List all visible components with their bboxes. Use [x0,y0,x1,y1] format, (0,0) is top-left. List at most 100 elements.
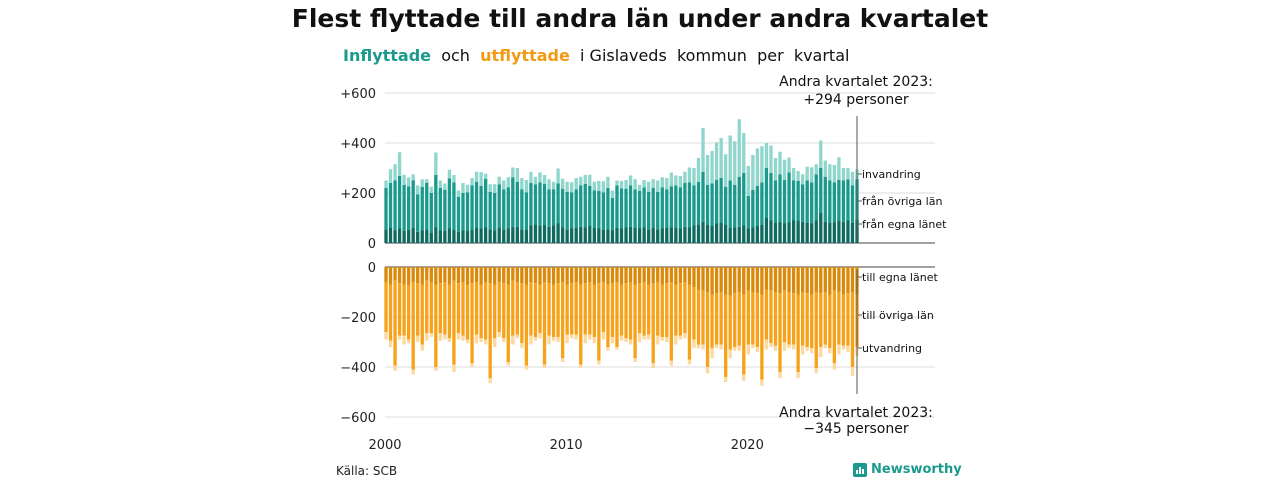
bar-inflow-other-counties [388,183,393,228]
bar-outflow-own-county [533,267,538,284]
bar-outflow-own-county [696,267,701,290]
bar-inflow-own-county [728,228,732,243]
bar-outflow-emigration [760,379,764,386]
bar-outflow-other-counties [470,283,474,364]
bar-outflow-emigration [742,374,746,381]
bar-outflow-other-counties [456,283,461,334]
bar-inflow-other-counties [773,180,778,223]
bar-outflow-emigration [470,363,474,367]
bar-inflow-immigration [570,182,574,193]
x-tick-label: 2010 [550,438,583,453]
bar-outflow-own-county [660,267,664,285]
bar-outflow-other-counties [597,283,601,361]
bar-outflow-own-county [787,267,791,292]
bar-inflow-immigration [819,140,823,168]
bar-inflow-other-counties [488,191,492,230]
bar-inflow-other-counties [520,189,524,230]
bar-inflow-own-county [397,228,402,243]
bar-inflow-immigration [746,166,750,196]
bar-inflow-immigration [841,168,846,181]
bar-inflow-other-counties [529,183,533,226]
bar-inflow-immigration [678,176,683,188]
bar-outflow-other-counties [656,282,660,336]
bar-inflow-immigration [524,180,529,193]
series-label-out: till egna länet [862,271,938,284]
bar-inflow-own-county [502,229,506,243]
bar-outflow-own-county [796,267,800,295]
bar-inflow-other-counties [800,184,805,222]
bar-inflow-other-counties [515,181,519,227]
bar-inflow-other-counties [465,192,470,231]
bar-inflow-own-county [837,221,841,243]
bar-inflow-immigration [497,176,501,185]
series-label-out: utvandring [862,342,922,355]
bar-outflow-own-county [823,267,827,292]
bar-outflow-other-counties [601,282,606,332]
bar-inflow-immigration [724,154,728,187]
bar-inflow-immigration [429,186,433,193]
bar-inflow-other-counties [610,198,615,231]
bar-inflow-own-county [796,221,800,243]
bar-outflow-emigration [456,333,461,340]
bar-outflow-emigration [683,333,687,339]
bar-outflow-other-counties [533,283,538,337]
bar-inflow-own-county [787,222,791,243]
bar-outflow-emigration [615,347,619,350]
bar-outflow-own-county [846,267,850,294]
bar-outflow-own-county [547,267,551,284]
bar-inflow-own-county [488,229,492,243]
bar-outflow-emigration [769,343,773,347]
bar-outflow-other-counties [520,283,524,344]
bar-outflow-emigration [719,344,723,350]
bar-outflow-other-counties [606,284,610,347]
bar-outflow-own-county [447,267,452,285]
bar-outflow-other-counties [529,282,533,336]
bar-outflow-own-county [597,267,601,284]
bar-inflow-own-county [823,221,827,243]
bar-inflow-own-county [547,226,551,243]
bar-outflow-emigration [542,364,547,369]
bar-outflow-own-county [674,267,678,285]
bar-outflow-own-county [470,267,474,284]
bar-outflow-emigration [841,345,846,350]
bar-outflow-other-counties [796,294,800,372]
bar-inflow-own-county [529,225,533,243]
bar-inflow-other-counties [669,186,673,228]
bar-outflow-other-counties [474,282,479,335]
bar-outflow-own-county [542,267,547,282]
bar-outflow-emigration [724,377,728,382]
bar-inflow-other-counties [737,176,741,227]
bar-inflow-immigration [406,177,411,187]
bar-outflow-other-counties [647,284,651,335]
bar-inflow-immigration [565,181,569,192]
bar-inflow-other-counties [728,180,732,228]
bar-outflow-other-counties [696,289,701,345]
bar-outflow-other-counties [515,282,519,335]
bar-inflow-other-counties [502,189,506,230]
bar-outflow-other-counties [488,283,492,379]
bar-outflow-emigration [529,335,533,345]
bar-outflow-emigration [846,345,850,352]
bar-inflow-own-county [832,222,837,243]
bar-inflow-immigration [850,171,855,186]
bar-inflow-immigration [583,175,587,184]
bar-inflow-own-county [384,229,388,243]
bar-inflow-other-counties [452,182,456,230]
bar-outflow-other-counties [406,285,411,340]
bar-outflow-emigration [651,363,655,369]
bar-outflow-emigration [791,344,796,350]
bar-outflow-other-counties [511,280,515,336]
bar-inflow-own-county [710,226,714,243]
bar-outflow-own-county [443,267,447,282]
bar-inflow-own-county [470,229,474,243]
bar-outflow-own-county [610,267,615,284]
bar-outflow-other-counties [674,284,678,336]
bar-outflow-emigration [606,347,610,351]
bar-inflow-immigration [814,164,818,175]
bar-outflow-emigration [692,339,696,349]
bar-outflow-emigration [520,343,524,349]
bar-inflow-own-county [574,228,578,243]
bar-outflow-own-county [406,267,411,286]
bar-inflow-other-counties [506,187,510,229]
bar-inflow-own-county [416,231,420,243]
